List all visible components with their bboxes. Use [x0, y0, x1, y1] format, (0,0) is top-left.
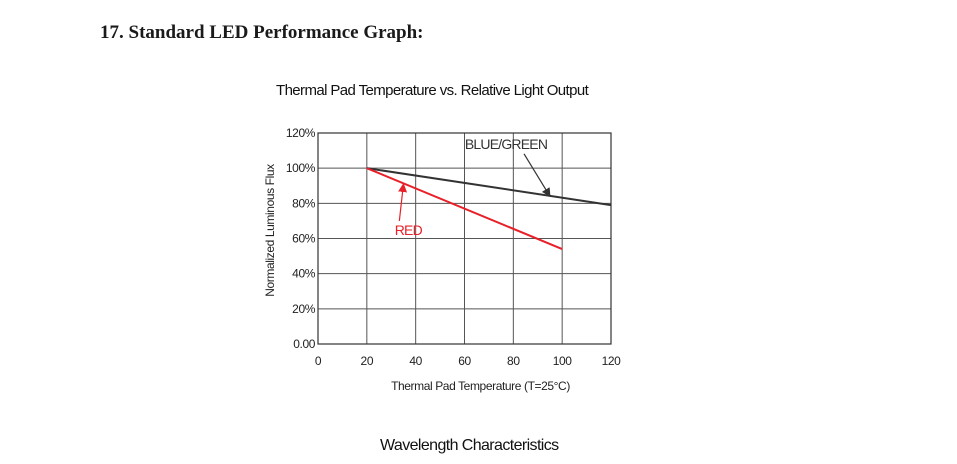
plot-frame [317, 132, 612, 345]
series-arrow-red [398, 182, 408, 222]
x-axis-title: Thermal Pad Temperature (T=25°C) [391, 379, 570, 393]
x-tick-label-4: 80 [507, 354, 520, 368]
series-label-red: RED [395, 222, 423, 238]
y-tick-label-2: 40% [292, 267, 316, 281]
y-tick-label-0: 0.00 [293, 337, 315, 351]
series-line-blue-green [366, 167, 612, 207]
x-tick-label-2: 40 [409, 354, 422, 368]
document-heading: 17. Standard LED Performance Graph: [100, 22, 424, 43]
y-tick-label-3: 60% [292, 232, 316, 246]
y-tick-label-1: 20% [292, 302, 316, 316]
x-tick-label-5: 100 [553, 354, 573, 368]
series-line-red [366, 167, 563, 250]
x-tick-label-6: 120 [602, 354, 622, 368]
series-label-blue-green: BLUE/GREEN [465, 136, 547, 152]
x-tick-label-0: 0 [315, 354, 322, 368]
y-tick-label-4: 80% [292, 196, 316, 210]
y-tick-label-5: 100% [286, 161, 316, 175]
x-tick-label-3: 60 [458, 354, 471, 368]
series-arrow-blue-green [523, 153, 551, 198]
y-tick-label-6: 120% [286, 126, 316, 140]
y-axis-title: Normalized Luminous Flux [263, 164, 277, 297]
chart-title: Thermal Pad Temperature vs. Relative Lig… [276, 82, 589, 99]
x-tick-label-1: 20 [361, 354, 374, 368]
next-section-heading: Wavelength Characteristics [380, 437, 559, 454]
